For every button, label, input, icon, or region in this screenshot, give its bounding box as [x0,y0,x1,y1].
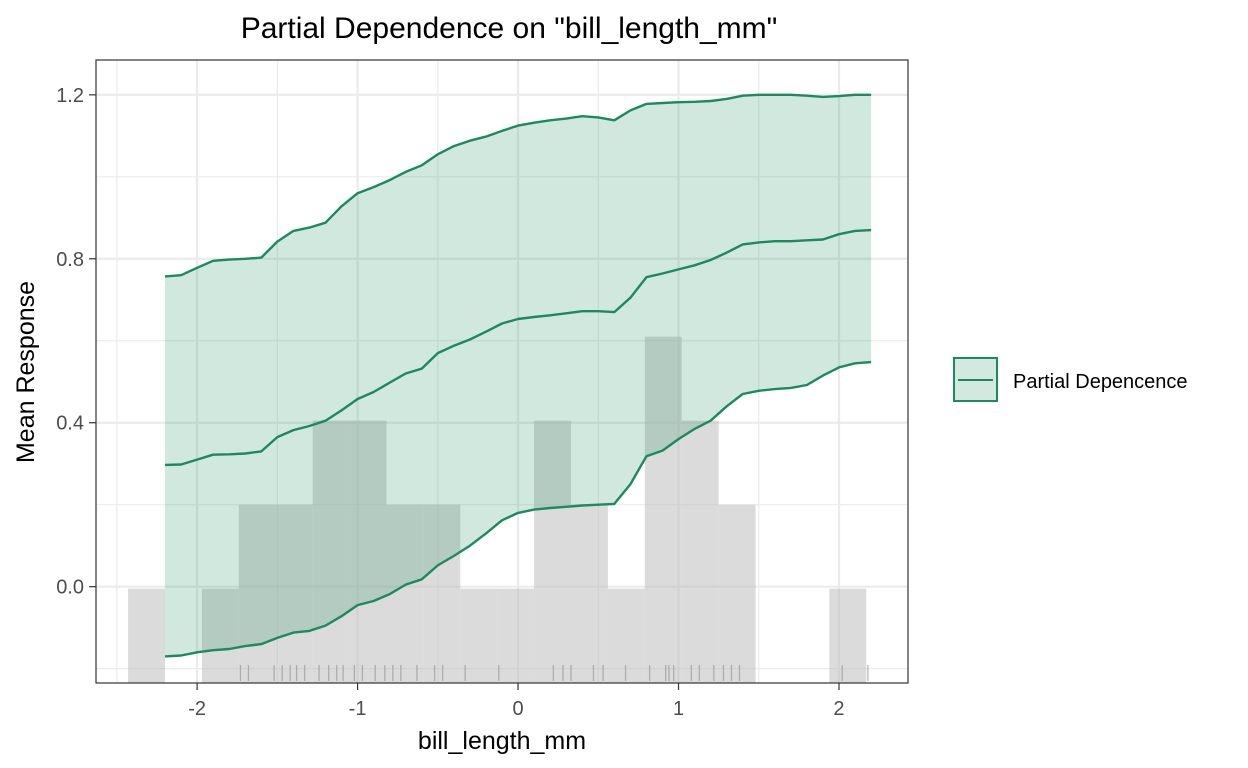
y-axis-ticks: 0.0 0.4 0.8 1.2 [56,85,96,599]
histogram-bar [201,588,239,683]
x-tick-label: -2 [188,698,206,720]
mean-line [164,228,872,467]
plot-panel-border [95,59,909,684]
series-lines [164,93,872,658]
histogram-bar [386,504,424,683]
histogram-bar [534,420,572,683]
y-axis-label: Mean Response [12,281,40,463]
histogram-bar [312,420,350,683]
chart-title: Partial Dependence on "bill_length_mm" [241,12,778,45]
histogram-bar [349,420,387,683]
x-axis-label: bill_length_mm [418,727,586,755]
lower-bound-line [164,360,872,658]
histogram-bars [128,336,867,683]
plot-panel-background [96,60,908,683]
histogram-bar [644,336,682,683]
histogram-bar [718,504,756,683]
x-axis-ticks: -2 -1 0 1 2 [188,683,845,720]
x-tick-label: 2 [833,698,844,720]
histogram-bar [460,588,498,683]
histogram-bar [681,420,719,683]
x-tick-label: 0 [512,698,523,720]
legend-label: Partial Depencence [1013,371,1188,393]
y-tick-label: 0.8 [56,249,84,271]
x-tick-label: 1 [673,698,684,720]
histogram-bar [238,504,276,683]
histogram-bar [128,588,166,683]
y-tick-label: 0.4 [56,413,84,435]
histogram-bar [829,588,867,683]
legend: Partial Depencence [953,357,1188,402]
upper-bound-line [164,93,872,278]
x-tick-label: -1 [349,698,367,720]
histogram-bar [607,588,645,683]
ribbon-area [165,94,872,657]
histogram-bar [571,504,608,683]
histogram-bar [275,504,313,683]
confidence-ribbon [165,94,872,657]
histogram-bar [497,588,535,683]
histogram-bar [423,504,461,683]
y-tick-label: 0.0 [56,577,84,599]
rug-marks [239,665,869,681]
y-tick-label: 1.2 [56,85,84,107]
